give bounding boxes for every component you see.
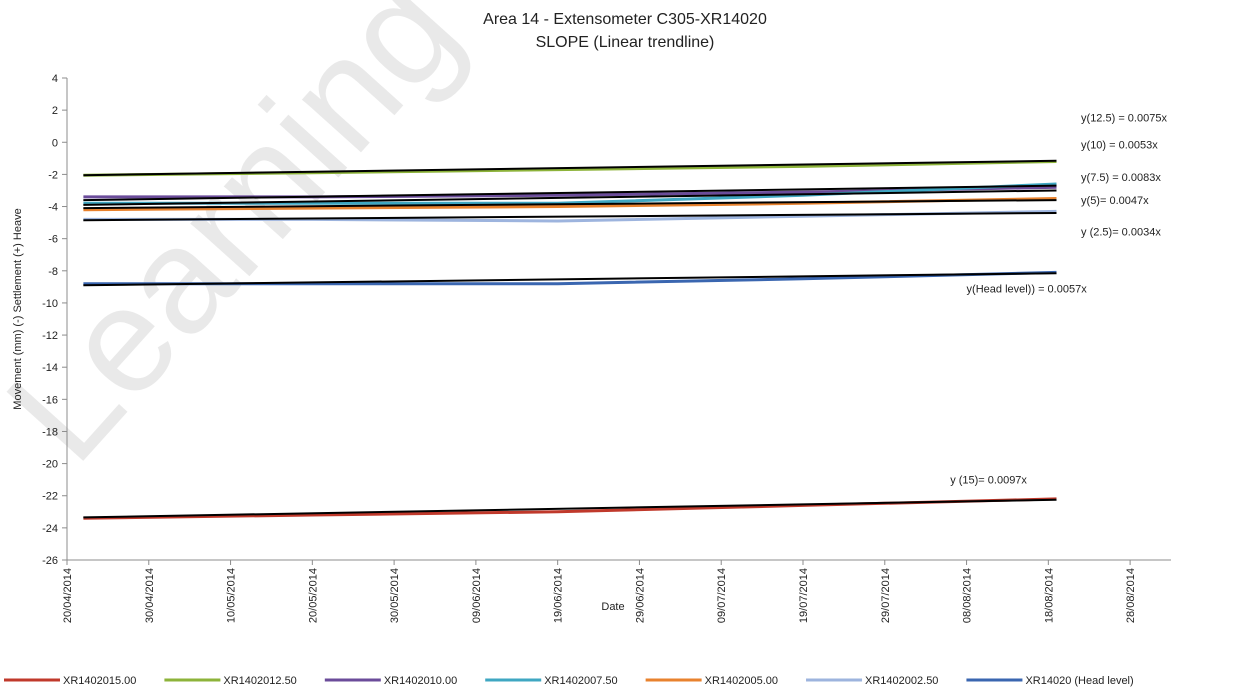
trendline-equation: y (2.5)= 0.0034x xyxy=(1081,226,1161,238)
x-tick-label: 20/04/2014 xyxy=(62,568,74,623)
legend-label: XR1402002.50 xyxy=(865,675,938,687)
y-tick-label: -12 xyxy=(42,330,58,342)
y-axis: 4 2 0 -2 -4 -6 -8 -10 -12 -14 -16 -18 -20 -22 -24 -26 xyxy=(42,73,68,567)
chart-subtitle: SLOPE (Linear trendline) xyxy=(536,34,715,51)
chart-title: Area 14 - Extensometer C305-XR14020 xyxy=(483,11,767,28)
x-tick-label: 28/08/2014 xyxy=(1125,568,1137,623)
y-tick-label: 0 xyxy=(52,137,58,149)
x-axis: 20/04/2014 30/04/2014 10/05/2014 20/05/2014… xyxy=(62,559,1171,623)
legend-item: XR14020 (Head level) xyxy=(966,675,1134,687)
trendline-equation: y(12.5) = 0.0075x xyxy=(1081,112,1167,124)
y-tick-label: -16 xyxy=(42,394,58,406)
trendline-equation: y(7.5) = 0.0083x xyxy=(1081,172,1161,184)
x-tick-label: 09/07/2014 xyxy=(716,568,728,623)
trendline-equation: y(Head level)) = 0.0057x xyxy=(967,283,1088,295)
y-tick-label: 2 xyxy=(52,105,58,117)
trendline xyxy=(83,184,1057,202)
y-tick-label: -4 xyxy=(48,202,58,214)
legend-item: XR1402015.00 xyxy=(4,675,136,687)
y-tick-label: -22 xyxy=(42,491,58,503)
x-tick-label: 29/06/2014 xyxy=(634,568,646,623)
trendline xyxy=(83,159,1057,177)
y-axis-title: Movement (mm) (-) Settlement (+) Heave xyxy=(12,208,24,409)
legend: XR1402015.00 XR1402012.50 XR1402010.00 XR14… xyxy=(4,675,1134,687)
trendline-equations: y(12.5) = 0.0075x y(10) = 0.0053x y(7.5) =… xyxy=(950,112,1167,486)
y-tick-label: -20 xyxy=(42,459,58,471)
legend-label: XR1402010.00 xyxy=(384,675,457,687)
x-tick-label: 30/04/2014 xyxy=(144,568,156,623)
trendline xyxy=(83,199,1057,210)
y-tick-label: 4 xyxy=(52,73,58,85)
trendline xyxy=(83,189,1057,206)
trendline-equation: y(10) = 0.0053x xyxy=(1081,140,1158,152)
y-tick-label: -2 xyxy=(48,169,58,181)
legend-label: XR1402015.00 xyxy=(63,675,136,687)
legend-item: XR1402005.00 xyxy=(645,675,778,687)
watermark: Learning Leg xyxy=(0,0,685,491)
legend-item: XR1402010.00 xyxy=(324,675,457,687)
x-tick-label: 20/05/2014 xyxy=(307,568,319,623)
legend-label: XR1402007.50 xyxy=(544,675,617,687)
legend-label: XR1402005.00 xyxy=(705,675,778,687)
legend-item: XR1402007.50 xyxy=(485,675,618,687)
x-tick-label: 08/08/2014 xyxy=(962,568,974,623)
trendlines xyxy=(83,159,1057,519)
trendline-equation: y(5)= 0.0047x xyxy=(1081,195,1149,207)
x-tick-label: 19/06/2014 xyxy=(553,568,565,623)
y-tick-label: -10 xyxy=(42,298,58,310)
trendline xyxy=(83,498,1057,519)
x-tick-label: 18/08/2014 xyxy=(1043,568,1055,623)
x-tick-label: 29/07/2014 xyxy=(880,568,892,623)
y-tick-label: -24 xyxy=(42,523,58,535)
x-tick-label: 30/05/2014 xyxy=(389,568,401,623)
trendline-equation: y (15)= 0.0097x xyxy=(950,475,1027,487)
trendline xyxy=(83,211,1057,222)
y-tick-label: -6 xyxy=(48,234,58,246)
legend-item: XR1402002.50 xyxy=(806,675,938,687)
trendline xyxy=(83,272,1057,287)
x-tick-label: 19/07/2014 xyxy=(798,568,810,623)
x-axis-title: Date xyxy=(601,601,624,613)
y-tick-label: -18 xyxy=(42,426,58,438)
legend-label: XR1402012.50 xyxy=(223,675,296,687)
legend-label: XR14020 (Head level) xyxy=(1025,675,1133,687)
legend-item: XR1402012.50 xyxy=(164,675,297,687)
y-tick-label: -8 xyxy=(48,266,58,278)
x-tick-label: 09/06/2014 xyxy=(471,568,483,623)
y-tick-label: -26 xyxy=(42,555,58,567)
x-tick-label: 10/05/2014 xyxy=(226,568,238,623)
y-tick-label: -14 xyxy=(42,362,58,374)
